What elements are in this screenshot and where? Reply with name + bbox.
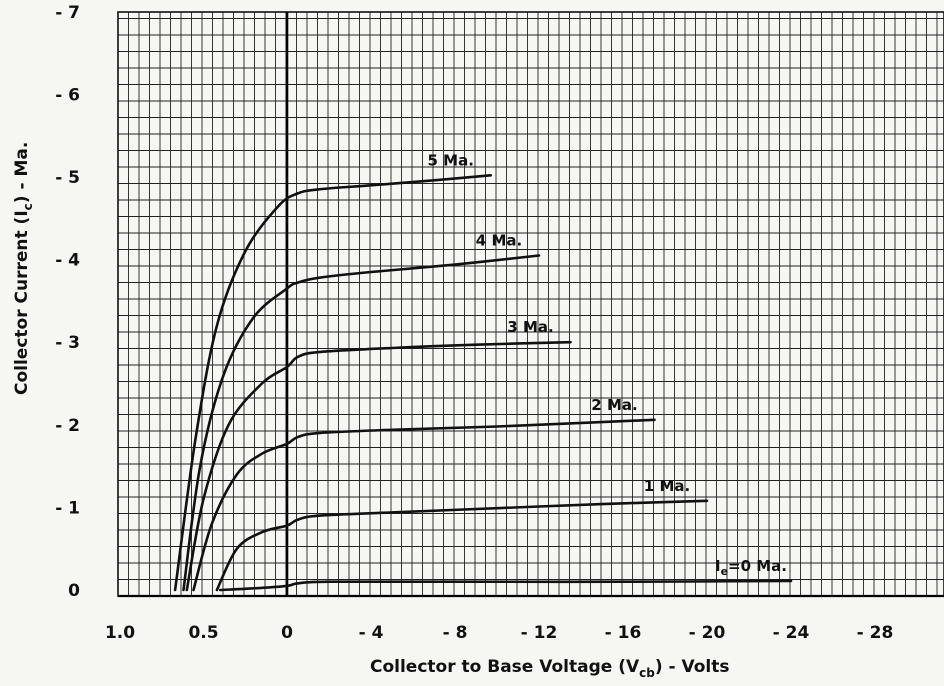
curve-label-1: 1 Ma. <box>644 477 690 495</box>
plot-frame <box>117 11 944 597</box>
y-tick-label: - 6 <box>55 85 80 105</box>
curve-label-2: 2 Ma. <box>591 396 637 414</box>
x-tick-label: - 20 <box>689 623 726 643</box>
x-tick-label: - 24 <box>773 623 810 643</box>
curve-series-0 <box>218 579 793 592</box>
curve-label-3: 3 Ma. <box>507 318 553 336</box>
curve-series-5 <box>173 174 492 592</box>
y-tick-labels: 0 - 1 - 2 - 3 - 4 - 5 - 6 - 7 <box>55 3 80 601</box>
curve-series-2 <box>192 418 656 592</box>
x-tick-label: - 12 <box>521 623 558 643</box>
x-tick-label: 1.0 <box>105 623 135 643</box>
curve-label-4: 4 Ma. <box>476 231 522 249</box>
y-tick-label: - 5 <box>55 168 80 188</box>
grid <box>117 11 944 597</box>
curve-label-5: 5 Ma. <box>427 151 473 169</box>
x-tick-label: - 8 <box>443 623 468 643</box>
x-tick-label: 0.5 <box>188 623 218 643</box>
x-tick-labels: 1.0 0.5 0 - 4 - 8 - 12 - 16 - 20 - 24 - 28 <box>105 623 893 643</box>
x-tick-label: - 16 <box>605 623 642 643</box>
curve-series-1 <box>215 499 709 592</box>
y-axis-title: Collector Current (Ic) - Ma. <box>12 142 35 395</box>
x-axis-title: Collector to Base Voltage (Vcb) - Volts <box>370 657 729 680</box>
x-tick-label: - 4 <box>359 623 384 643</box>
curve-label-0: Ie=0 Ma. <box>715 557 787 578</box>
curve-labels: Ie=0 Ma. 1 Ma. 2 Ma. 3 Ma. 4 Ma. 5 Ma. <box>427 151 787 578</box>
y-tick-label: - 2 <box>55 416 80 436</box>
y-tick-label: - 3 <box>55 333 80 353</box>
x-tick-label: - 28 <box>857 623 894 643</box>
y-tick-label: - 7 <box>55 3 80 23</box>
curve-series-3 <box>185 340 572 592</box>
axes <box>118 12 944 598</box>
y-tick-label: 0 <box>68 581 80 601</box>
y-tick-label: - 1 <box>55 498 80 518</box>
y-tick-label: - 4 <box>55 251 80 271</box>
x-tick-label: 0 <box>281 623 293 643</box>
curve-series-4 <box>182 254 541 592</box>
curves <box>173 174 793 592</box>
